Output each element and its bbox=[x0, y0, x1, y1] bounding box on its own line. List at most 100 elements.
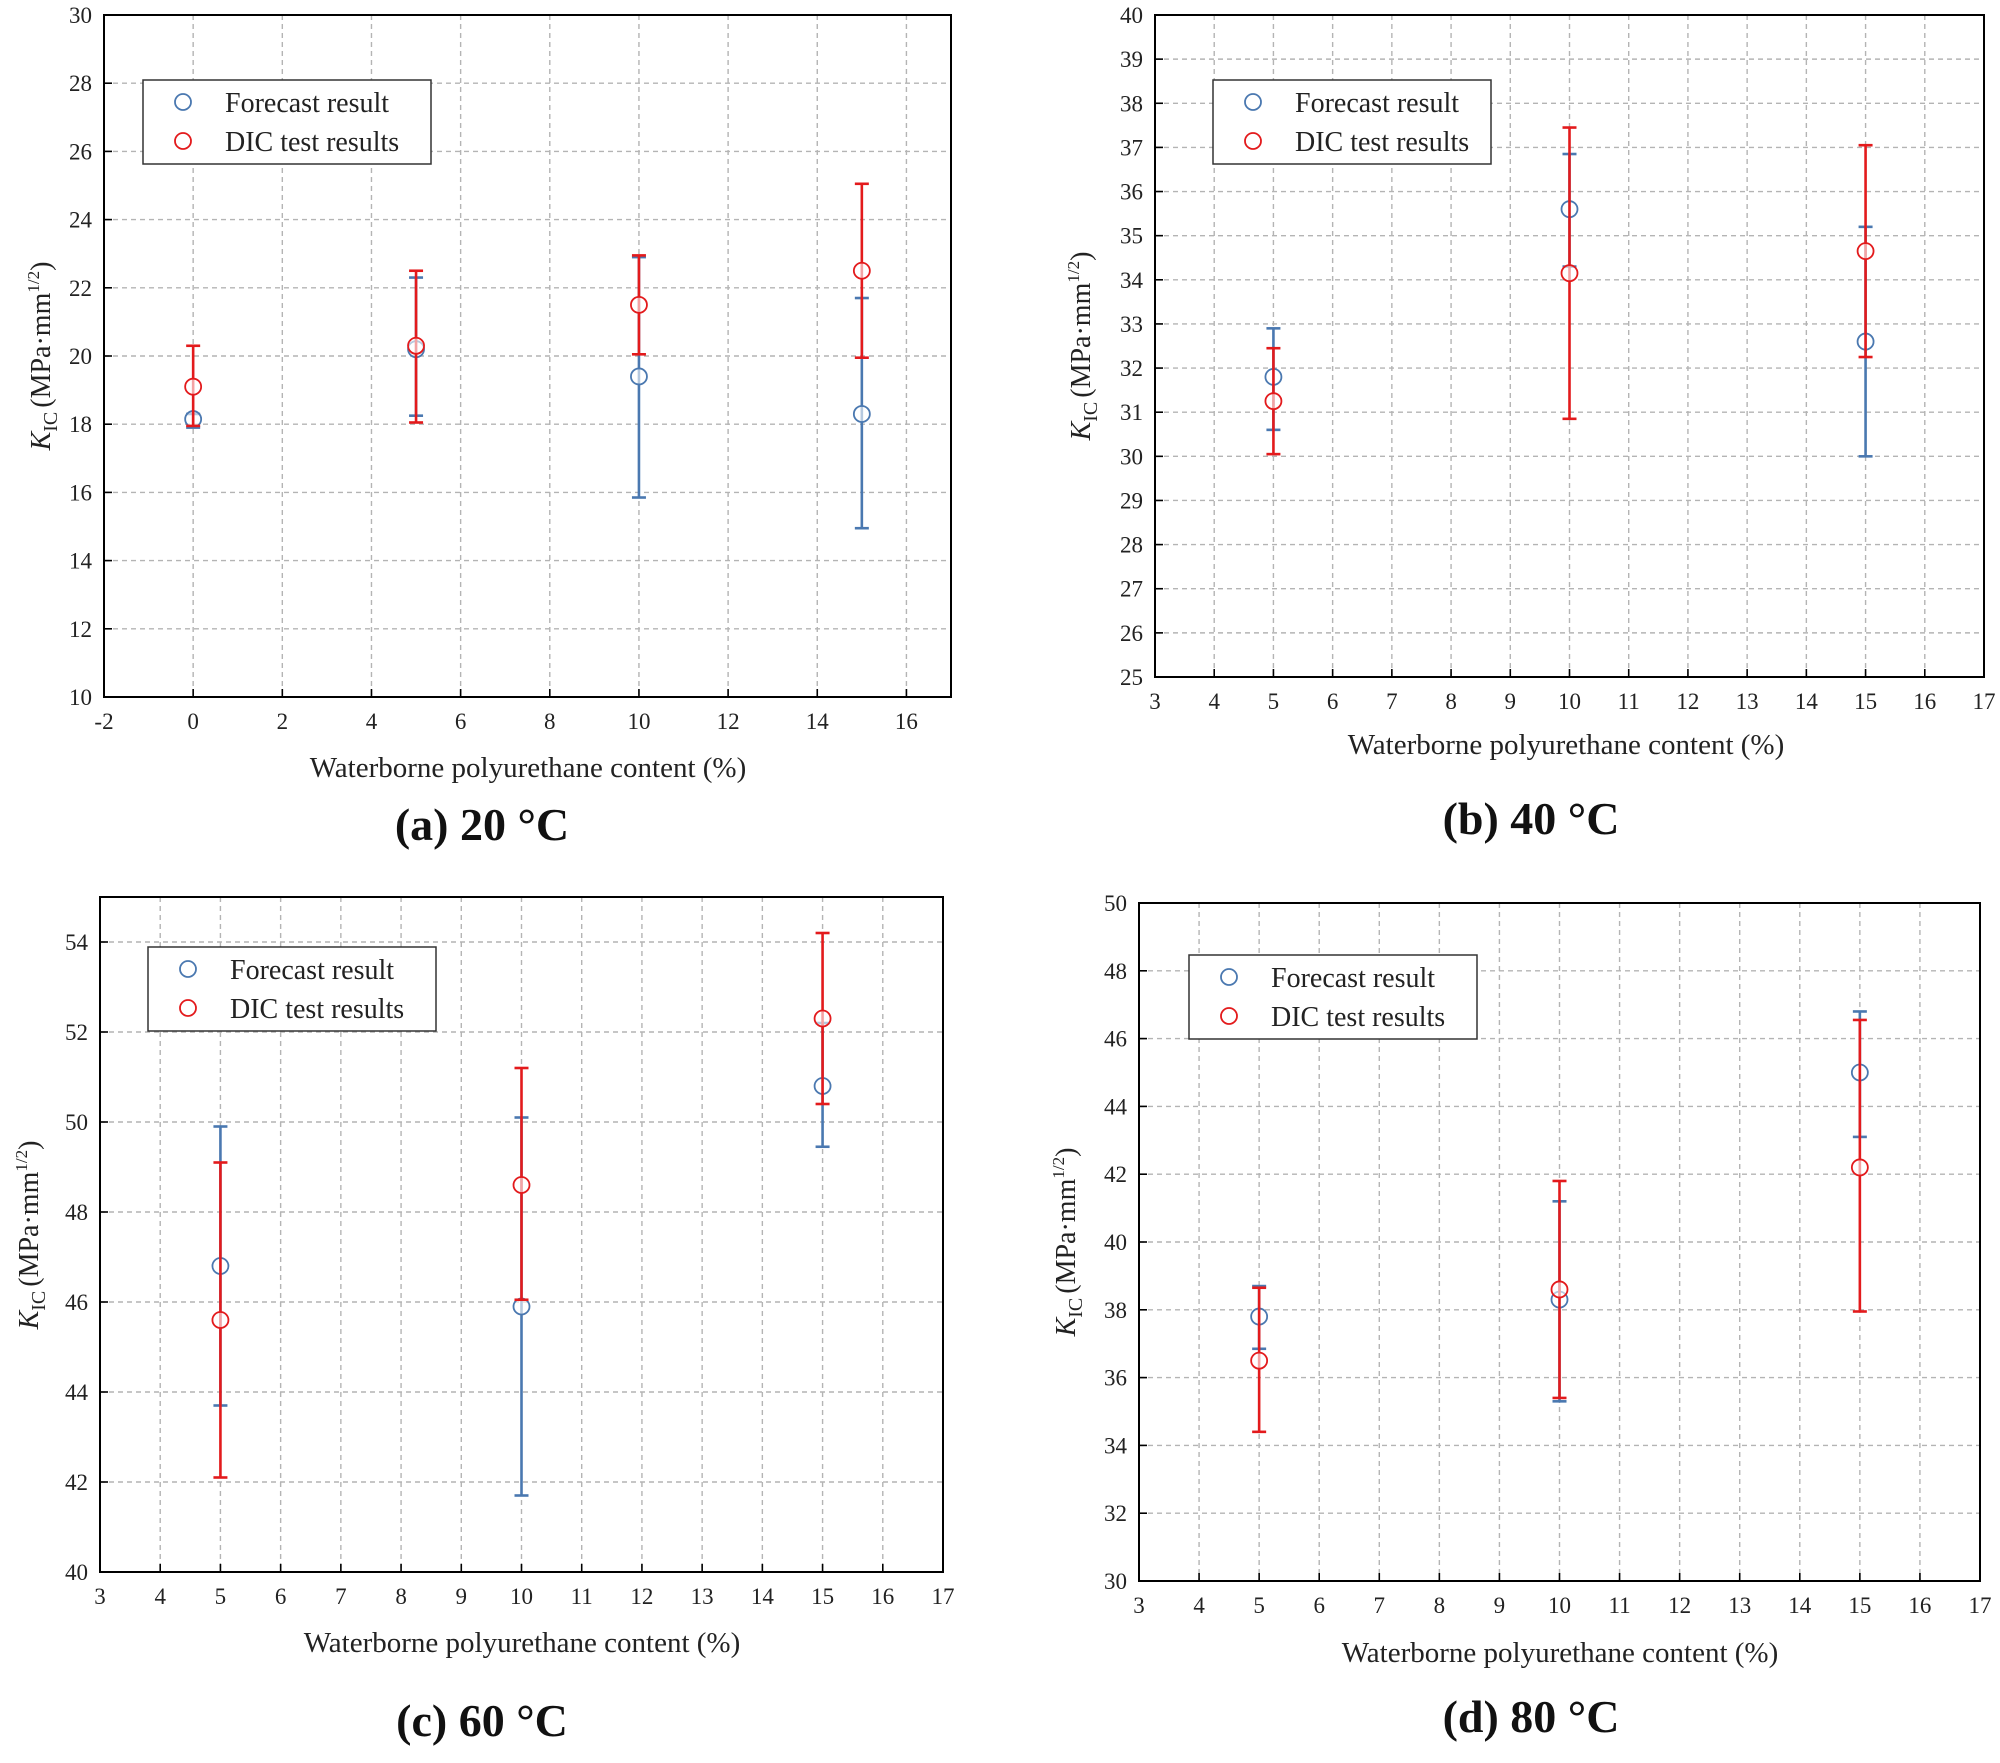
data-point bbox=[184, 377, 203, 396]
x-axis-label: Waterborne polyurethane content (%) bbox=[1342, 1637, 1779, 1669]
x-tick-label: 8 bbox=[1445, 689, 1457, 714]
x-tick-label: 6 bbox=[1327, 689, 1339, 714]
legend-label: Forecast result bbox=[225, 88, 389, 119]
y-tick-label: 29 bbox=[1120, 488, 1143, 513]
legend-box bbox=[1212, 79, 1492, 165]
chart-b: 3 4 5 6 7 8 9 10 11 12 13 14 15 16 1725262728293031323… bbox=[1064, 3, 1996, 844]
y-tick-label: 28 bbox=[1120, 533, 1143, 558]
x-axis-label: Waterborne polyurethane content (%) bbox=[310, 752, 747, 784]
y-axis-label: KIC(MPa·mm1/2) bbox=[1049, 1148, 1087, 1338]
x-tick-label: -2 bbox=[94, 709, 113, 734]
x-tick-label: 8 bbox=[544, 709, 556, 734]
y-tick-label: 38 bbox=[1104, 1298, 1127, 1323]
data-point bbox=[630, 367, 648, 386]
series-dic bbox=[1250, 1018, 1869, 1434]
y-tick-label: 12 bbox=[69, 617, 92, 642]
data-point bbox=[852, 405, 871, 423]
data-point bbox=[211, 1311, 230, 1329]
x-tick-label: 6 bbox=[455, 709, 467, 734]
legend-label: DIC test results bbox=[1295, 127, 1469, 158]
x-tick-label: 7 bbox=[1374, 1593, 1386, 1618]
data-point bbox=[813, 1009, 832, 1028]
y-tick-label: 18 bbox=[69, 412, 92, 437]
legend-label: Forecast result bbox=[1271, 963, 1435, 994]
y-tick-label: 14 bbox=[69, 549, 93, 574]
x-tick-label: 16 bbox=[895, 709, 918, 734]
x-tick-label: 12 bbox=[717, 709, 740, 734]
x-tick-label: 8 bbox=[1434, 1593, 1446, 1618]
y-tick-label: 16 bbox=[69, 480, 92, 505]
x-tick-label: 16 bbox=[1908, 1593, 1931, 1618]
data-point bbox=[630, 295, 648, 314]
legend-label: Forecast result bbox=[1295, 88, 1459, 119]
legend-marker bbox=[174, 132, 192, 150]
chart-d: 3 4 5 6 7 8 9 10 11 12 13 14 15 16 1730323436384042444… bbox=[1049, 891, 1992, 1742]
y-tick-label: 36 bbox=[1120, 180, 1143, 205]
y-tick-label: 38 bbox=[1120, 91, 1143, 116]
y-tick-label: 39 bbox=[1120, 47, 1143, 72]
x-tick-label: 7 bbox=[335, 1584, 347, 1609]
data-point bbox=[1264, 392, 1283, 411]
x-tick-label: 6 bbox=[1313, 1593, 1325, 1618]
y-tick-label: 34 bbox=[1120, 268, 1144, 293]
x-tick-label: 9 bbox=[1494, 1593, 1506, 1618]
y-tick-label: 42 bbox=[1104, 1162, 1127, 1187]
legend-label: DIC test results bbox=[1271, 1002, 1445, 1033]
x-axis-label: Waterborne polyurethane content (%) bbox=[304, 1627, 741, 1659]
chart-c: 3 4 5 6 7 8 9 10 11 12 13 14 15 16 17 40 42 44 46 48 50 52 54 W… bbox=[12, 896, 955, 1746]
x-tick-label: 11 bbox=[571, 1584, 593, 1609]
y-tick-label: 42 bbox=[65, 1470, 88, 1495]
legend-marker bbox=[174, 93, 192, 111]
x-tick-label: 15 bbox=[1854, 689, 1877, 714]
x-tick-label: 3 bbox=[94, 1584, 106, 1609]
legend-marker bbox=[1244, 132, 1262, 150]
y-tick-label: 48 bbox=[1104, 959, 1127, 984]
y-tick-label: 26 bbox=[69, 139, 92, 164]
x-tick-label: 5 bbox=[1268, 689, 1280, 714]
x-tick-label: 4 bbox=[1193, 1593, 1205, 1618]
x-tick-label: 11 bbox=[1608, 1593, 1630, 1618]
x-tick-label: 9 bbox=[456, 1584, 468, 1609]
x-tick-label: 17 bbox=[1969, 1593, 1992, 1618]
x-tick-label: 9 bbox=[1505, 689, 1517, 714]
y-tick-label: 40 bbox=[1104, 1230, 1127, 1255]
legend-marker bbox=[1220, 968, 1238, 986]
x-tick-label: 5 bbox=[1253, 1593, 1265, 1618]
x-tick-label: 15 bbox=[1848, 1593, 1871, 1618]
y-tick-label: 30 bbox=[1120, 444, 1143, 469]
y-tick-label: 31 bbox=[1120, 400, 1143, 425]
data-point bbox=[1550, 1280, 1569, 1299]
x-tick-label: 3 bbox=[1133, 1593, 1145, 1618]
data-point bbox=[852, 261, 871, 280]
x-tick-label: 4 bbox=[366, 709, 378, 734]
y-tick-label: 32 bbox=[1104, 1501, 1127, 1526]
y-tick-label: 40 bbox=[1120, 3, 1143, 28]
y-tick-label: 10 bbox=[69, 685, 92, 710]
x-tick-label: 6 bbox=[275, 1584, 287, 1609]
x-axis-label: Waterborne polyurethane content (%) bbox=[1348, 729, 1785, 761]
chart-a: -2 0 2 4 6 8 10 12 14 161012141618202224262830Wat… bbox=[24, 3, 952, 850]
legend: Forecast result DIC test results bbox=[142, 79, 432, 165]
y-tick-label: 30 bbox=[69, 3, 92, 28]
y-axis-label: KIC(MPa·mm1/2) bbox=[1064, 252, 1102, 442]
data-point bbox=[512, 1176, 531, 1194]
panel-caption: (c) 60 °C bbox=[396, 1695, 568, 1746]
y-axis-label: KIC(MPa·mm1/2) bbox=[24, 262, 62, 452]
y-tick-label: 46 bbox=[65, 1290, 88, 1315]
x-tick-label: 4 bbox=[1208, 689, 1220, 714]
x-tick-label: 7 bbox=[1386, 689, 1398, 714]
x-tick-label: 16 bbox=[871, 1584, 894, 1609]
panel-caption: (b) 40 °C bbox=[1443, 793, 1620, 844]
y-tick-label: 33 bbox=[1120, 312, 1143, 337]
y-tick-label: 32 bbox=[1120, 356, 1143, 381]
y-axis-label: KIC(MPa·mm1/2) bbox=[12, 1141, 50, 1331]
legend: Forecast result DIC test results bbox=[147, 946, 437, 1032]
series-dic bbox=[184, 182, 871, 428]
legend-label: DIC test results bbox=[230, 994, 404, 1025]
x-tick-label: 10 bbox=[510, 1584, 533, 1609]
y-tick-label: 50 bbox=[1104, 891, 1127, 916]
legend-label: DIC test results bbox=[225, 127, 399, 158]
legend-marker bbox=[1244, 93, 1262, 111]
legend-box bbox=[1188, 954, 1478, 1040]
y-tick-label: 36 bbox=[1104, 1366, 1127, 1391]
